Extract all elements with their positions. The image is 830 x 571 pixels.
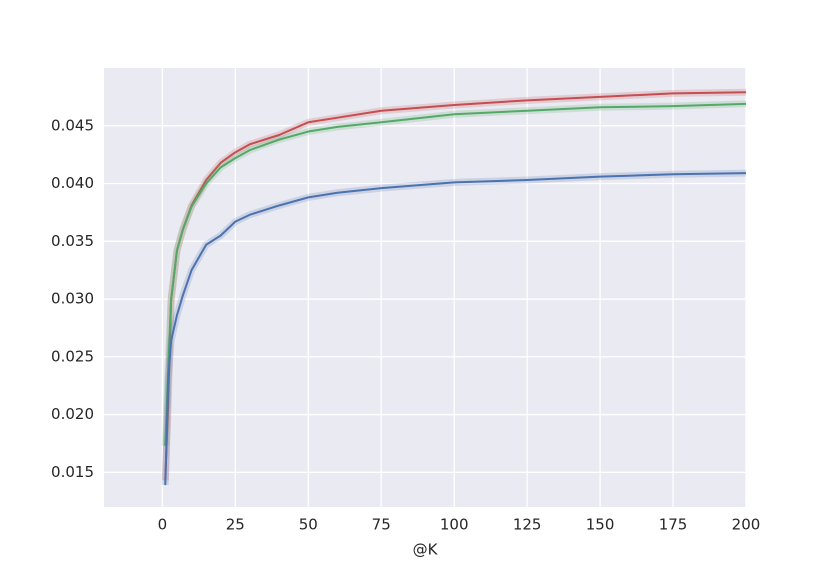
y-tick-label: 0.030 — [51, 290, 94, 308]
series-line — [164, 172, 747, 486]
x-tick-label: 25 — [226, 516, 245, 534]
x-tick-label: 150 — [586, 516, 615, 534]
x-tick-label: 50 — [299, 516, 318, 534]
x-tick-label: 75 — [372, 516, 391, 534]
y-tick-label: 0.015 — [51, 463, 94, 481]
y-tick-label: 0.045 — [51, 116, 94, 134]
x-tick-label: 175 — [659, 516, 688, 534]
x-axis-label: @K — [413, 541, 439, 559]
y-tick-label: 0.020 — [51, 405, 94, 423]
y-tick-label: 0.025 — [51, 347, 94, 365]
y-tick-label: 0.040 — [51, 174, 94, 192]
x-tick-label: 100 — [440, 516, 469, 534]
x-tick-label: 0 — [158, 516, 168, 534]
x-tick-label: 200 — [732, 516, 761, 534]
y-tick-label: 0.035 — [51, 232, 94, 250]
x-tick-label: 125 — [513, 516, 542, 534]
plot-area — [104, 68, 746, 507]
series-line — [164, 102, 747, 446]
